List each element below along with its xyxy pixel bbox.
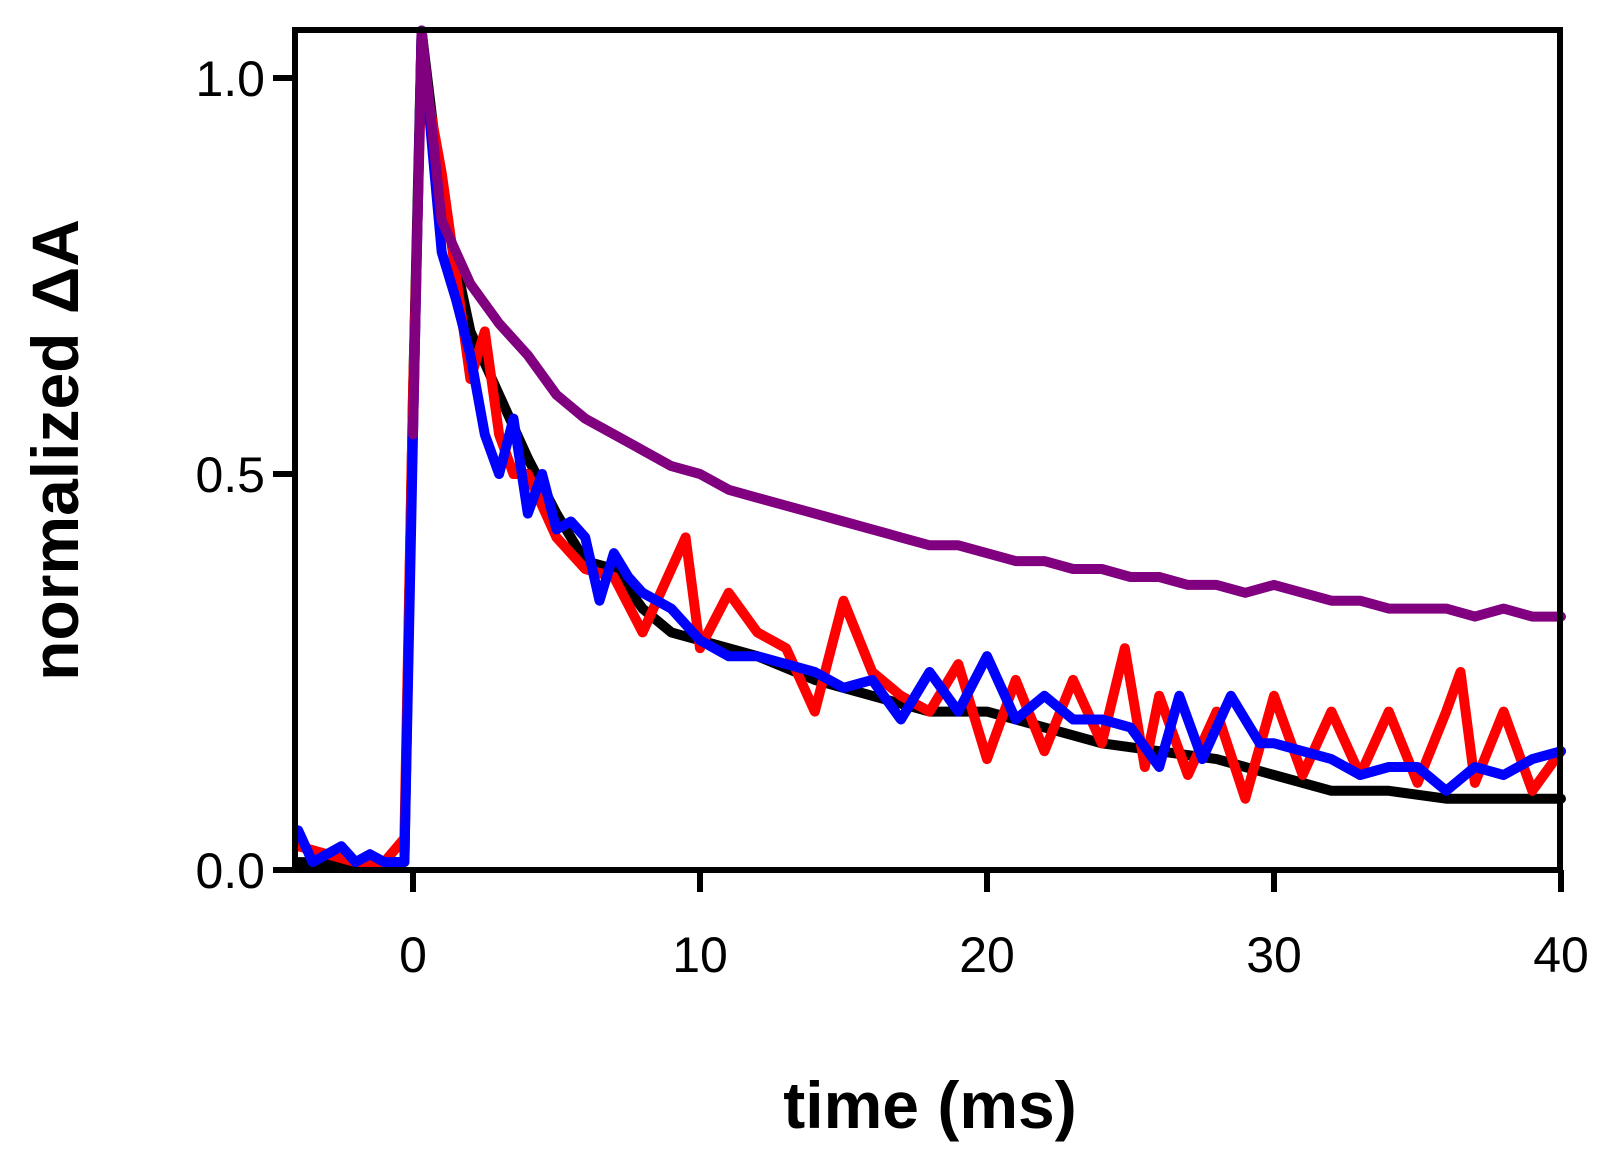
x-tick-label: 0 bbox=[399, 927, 427, 983]
x-tick-label: 30 bbox=[1246, 927, 1302, 983]
series-line-blue-trace bbox=[293, 25, 1566, 868]
x-tick-label: 40 bbox=[1533, 927, 1589, 983]
x-tick-label: 10 bbox=[672, 927, 728, 983]
y-axis-title: normalized ΔA bbox=[18, 219, 92, 681]
y-axis: 0.0 0.5 1.0 bbox=[195, 51, 295, 899]
y-tick-label: 0.5 bbox=[195, 447, 265, 503]
x-tick-label: 20 bbox=[959, 927, 1015, 983]
series-layer bbox=[293, 25, 1566, 868]
x-axis-title: time (ms) bbox=[783, 1068, 1076, 1142]
y-tick-label: 0.0 bbox=[195, 843, 265, 899]
y-tick-label: 1.0 bbox=[195, 51, 265, 107]
series-line-red-trace bbox=[293, 57, 1566, 868]
x-axis: 0 10 20 30 40 bbox=[399, 870, 1589, 983]
series-line-purple-trace bbox=[408, 25, 1566, 622]
plot-area-frame bbox=[292, 27, 1563, 873]
